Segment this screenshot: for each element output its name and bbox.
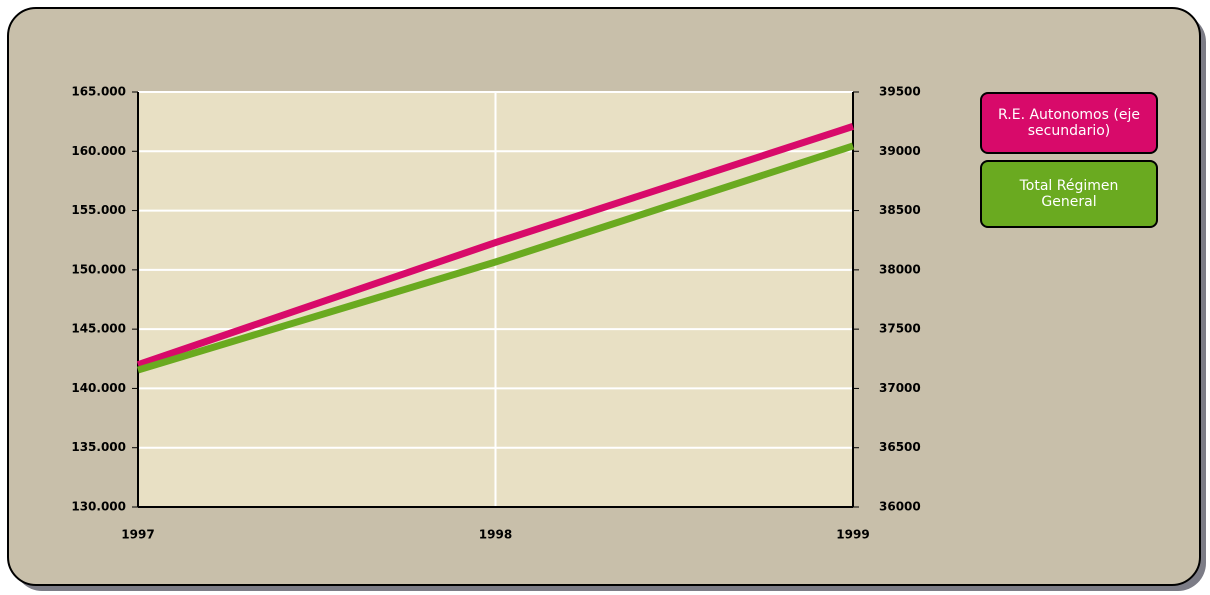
legend-entry: R.E. Autonomos (eje secundario) — [980, 92, 1158, 154]
y2-tick-label: 39500 — [879, 85, 921, 99]
series-line — [136, 142, 855, 374]
series-line — [136, 123, 855, 369]
y-tick-label: 150.000 — [71, 262, 126, 276]
y-tick-label: 165.000 — [71, 85, 126, 99]
y-tick-label: 160.000 — [71, 144, 126, 158]
y-tick-label: 140.000 — [71, 381, 126, 395]
y2-tick-label: 38000 — [879, 262, 921, 276]
x-tick-label: 1999 — [836, 528, 869, 542]
y2-tick-label: 37500 — [879, 322, 921, 336]
y2-tick-label: 36000 — [879, 500, 921, 514]
x-tick-label: 1998 — [479, 528, 512, 542]
y-tick-label: 155.000 — [71, 203, 126, 217]
y2-tick-label: 39000 — [879, 144, 921, 158]
y-tick-label: 145.000 — [71, 322, 126, 336]
y-tick-label: 130.000 — [71, 500, 126, 514]
y2-tick-label: 37000 — [879, 381, 921, 395]
legend-entry: Total Régimen General — [980, 160, 1158, 228]
y-tick-label: 135.000 — [71, 440, 126, 454]
y2-tick-label: 38500 — [879, 203, 921, 217]
x-tick-label: 1997 — [121, 528, 154, 542]
y2-tick-label: 36500 — [879, 440, 921, 454]
